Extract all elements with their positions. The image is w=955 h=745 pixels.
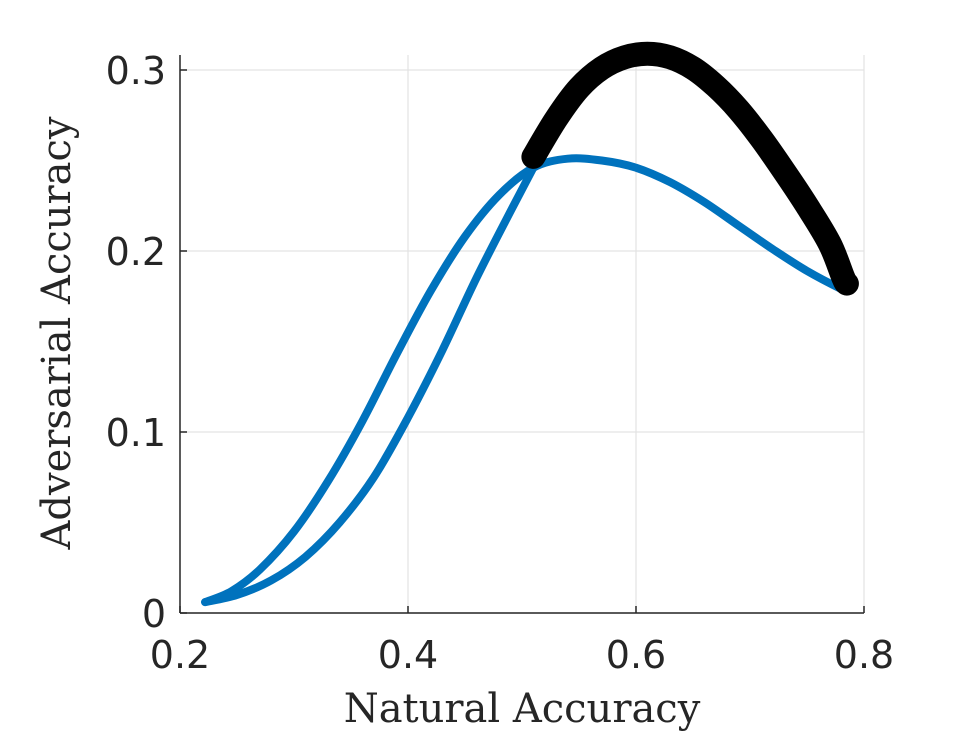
x-tick-label: 0.6: [606, 633, 666, 677]
x-tick-label: 0.4: [378, 633, 438, 677]
y-tick-label: 0.2: [106, 230, 166, 274]
y-axis-label: Adversarial Accuracy: [34, 116, 80, 550]
x-tick-label: 0.8: [834, 633, 894, 677]
tradeoff-curve-line-1: [201, 154, 849, 607]
y-tick-label: 0.1: [106, 411, 166, 455]
ticks: 0.2 0.4 0.6 0.8 0 0.1 0.2 0.3: [106, 49, 895, 677]
axes: [179, 55, 864, 614]
y-tick-label: 0: [142, 592, 166, 636]
x-axis-label: Natural Accuracy: [344, 686, 701, 732]
x-tick-label: 0.2: [150, 633, 210, 677]
pareto-front-line: [521, 41, 859, 296]
y-tick-label: 0.3: [106, 49, 166, 93]
tradeoff-curve-line-2: [201, 163, 538, 607]
series: [201, 41, 859, 607]
